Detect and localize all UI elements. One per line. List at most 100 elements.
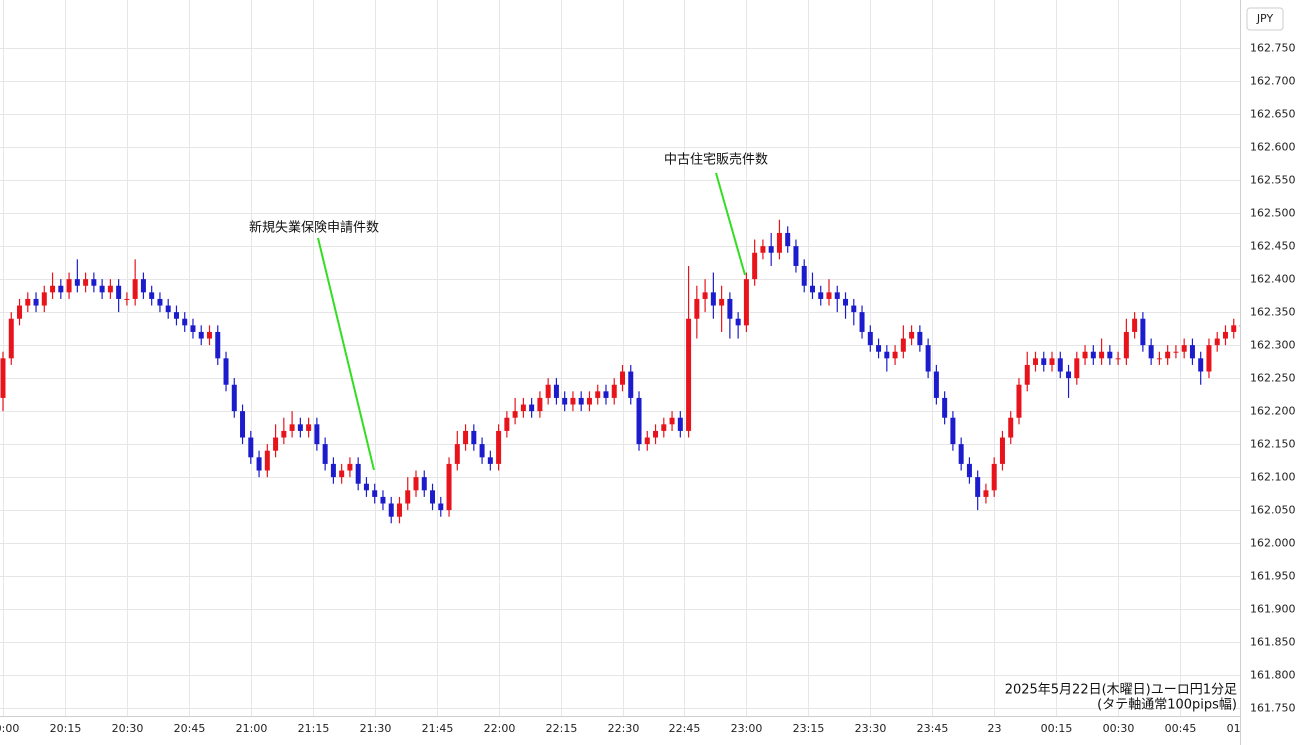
candle-body <box>17 305 23 319</box>
candle-body <box>1074 358 1080 379</box>
candle-body <box>925 345 931 372</box>
candle-body <box>281 430 287 438</box>
x-tick-label: 21:00 <box>236 722 268 735</box>
candle-body <box>1107 351 1113 359</box>
x-tick-label: 22:30 <box>608 722 640 735</box>
currency-box <box>1246 7 1284 31</box>
x-tick-label: 23:15 <box>793 722 825 735</box>
candle-body <box>1173 351 1179 353</box>
candle-body <box>628 371 634 398</box>
candle-body <box>182 318 188 326</box>
candle-body <box>1123 331 1129 359</box>
candle-body <box>322 444 328 464</box>
candle-body <box>520 404 526 412</box>
candle-body <box>297 424 303 431</box>
candle-body <box>1148 345 1154 359</box>
candle-body <box>710 292 716 306</box>
x-tick-label: 20:45 <box>174 722 206 735</box>
candle-body <box>686 318 692 431</box>
candle-body <box>793 246 799 266</box>
candle-body <box>471 430 477 445</box>
candle-body <box>116 285 122 299</box>
candle-body <box>966 463 972 478</box>
candle-body <box>586 397 592 405</box>
candle-body <box>256 457 262 471</box>
x-tick-label: 22:45 <box>669 722 701 735</box>
candle-body <box>487 457 493 464</box>
candle-body <box>562 397 568 405</box>
candle-body <box>677 417 683 431</box>
candle-body <box>198 331 204 339</box>
candle-body <box>851 305 857 313</box>
x-tick-label: 00:30 <box>1103 722 1135 735</box>
candle-body <box>636 397 642 445</box>
candle-body <box>430 490 436 504</box>
candle-body <box>900 338 906 352</box>
candle-body <box>107 285 113 293</box>
x-tick-label: 22:00 <box>484 722 516 735</box>
annotation: 中古住宅販売件数 <box>664 152 768 168</box>
candle-body <box>1049 358 1055 365</box>
y-tick-label: 162.550 <box>1250 174 1296 187</box>
candle-body <box>1231 325 1237 332</box>
candle-body <box>58 285 64 293</box>
candle-body <box>809 285 815 293</box>
candle-body <box>727 298 733 319</box>
candle-body <box>41 292 47 306</box>
candle-body <box>553 384 559 398</box>
candle-body <box>25 298 31 306</box>
y-tick-label: 162.600 <box>1250 141 1296 154</box>
candle-body <box>909 331 915 339</box>
candle-body <box>363 483 369 491</box>
candle-body <box>595 391 601 398</box>
candle-body <box>578 397 584 405</box>
candle-body <box>339 470 345 478</box>
candle-body <box>867 331 873 346</box>
candle-body <box>917 331 923 346</box>
currency: JPY <box>1256 12 1274 25</box>
candle-body <box>545 384 551 398</box>
candle-body <box>950 417 956 445</box>
candles <box>0 219 1245 524</box>
x-tick-label: 21:45 <box>422 722 454 735</box>
candle-body <box>1132 318 1138 332</box>
candle-body <box>1008 417 1014 438</box>
y-tick-label: 162.150 <box>1250 438 1296 451</box>
candle-body <box>207 331 212 339</box>
x-tick-label: 22:15 <box>546 722 578 735</box>
candle-body <box>958 444 964 464</box>
candle-body <box>818 292 824 299</box>
candle-body <box>314 424 320 445</box>
candle-body <box>1198 358 1204 372</box>
candle-body <box>479 444 485 458</box>
candle-body <box>735 318 741 326</box>
y-tick-label: 162.300 <box>1250 339 1296 352</box>
candle-body <box>975 477 981 497</box>
candle-body <box>752 252 758 280</box>
candle-body <box>149 292 155 299</box>
y-tick-label: 161.750 <box>1250 702 1296 715</box>
candle-body <box>388 503 394 517</box>
x-tick-label: 23:30 <box>855 722 887 735</box>
candle-body <box>843 298 849 306</box>
candle-body <box>834 292 840 299</box>
candle-body <box>140 279 146 293</box>
candle-body <box>306 424 312 431</box>
candle-body <box>1090 351 1096 359</box>
candle-body <box>421 477 427 491</box>
y-tick-label: 162.000 <box>1250 537 1296 550</box>
y-tick-label: 162.200 <box>1250 405 1296 418</box>
candle-body <box>173 312 179 319</box>
candle-body <box>264 450 270 471</box>
y-tick-label: 162.350 <box>1250 306 1296 319</box>
candle-body <box>694 298 700 319</box>
y-tick-label: 162.750 <box>1250 42 1296 55</box>
candle-body <box>776 232 782 253</box>
candle-body <box>1222 331 1228 339</box>
candle-body <box>1189 345 1195 359</box>
candle-body <box>785 232 791 247</box>
candle-body <box>702 292 708 299</box>
candle-body <box>1206 345 1212 372</box>
x-tick-label: 21:30 <box>360 722 392 735</box>
candle-body <box>983 490 989 497</box>
